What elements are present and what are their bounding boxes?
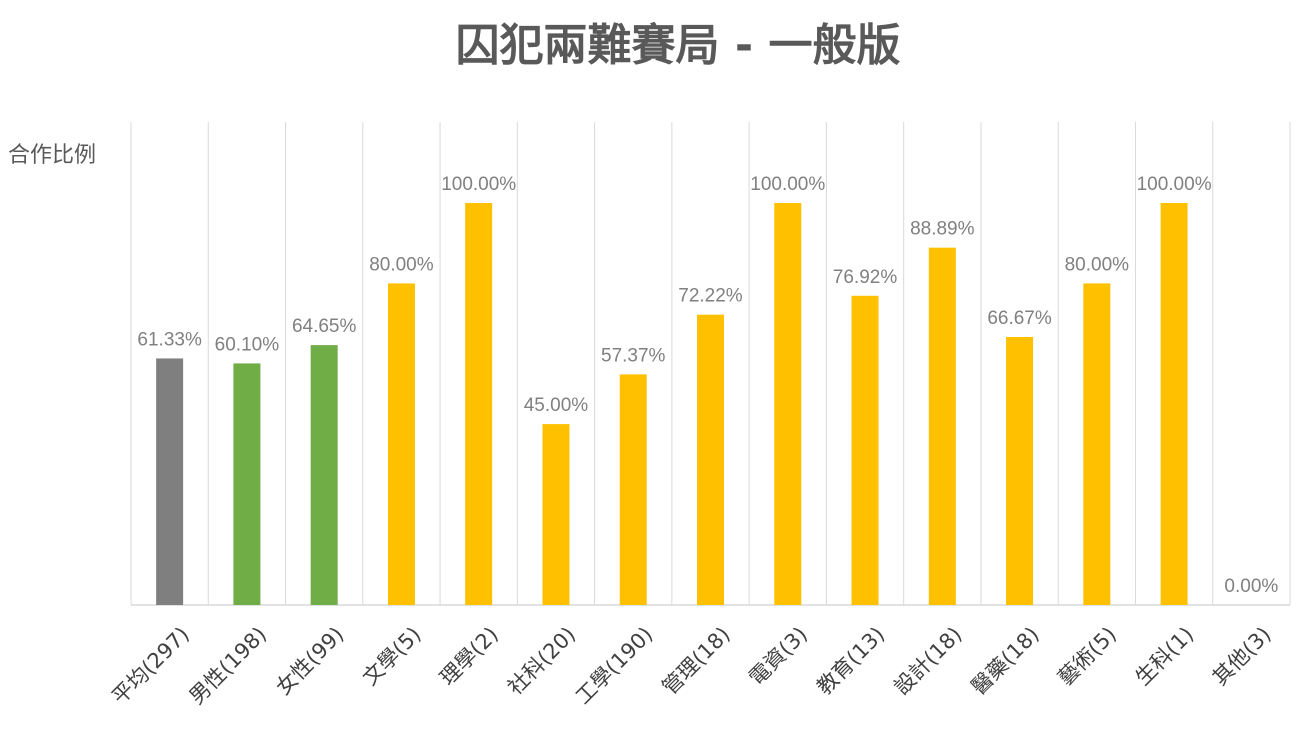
bar [697,314,724,605]
x-tick-label: 社科(20) [503,622,580,699]
data-label: 57.37% [601,345,666,366]
x-tick-label: 醫藥(18) [967,622,1044,699]
bar [542,424,570,605]
bar [465,203,493,605]
data-label: 80.00% [1065,254,1130,275]
x-tick-label: 女性(99) [271,622,348,699]
gridlines [130,122,1291,605]
x-tick-label: 藝術(5) [1053,622,1121,690]
y-axis-label: 合作比例 [8,143,96,168]
data-label: 66.67% [987,308,1052,329]
bar [387,283,415,605]
x-tick-label: 生科(1) [1131,622,1199,690]
x-tick-label: 理學(2) [435,622,503,690]
bar [851,295,879,605]
x-tick-label: 教育(13) [812,622,889,699]
chart-title: 囚犯兩難賽局 - 一般版 [456,20,901,71]
bar [1083,283,1111,605]
x-tick-label: 男性(198) [185,622,272,709]
data-label: 100.00% [441,174,516,195]
data-label: 0.00% [1224,576,1278,597]
bar [310,345,338,605]
x-tick-label: 文學(5) [358,622,426,690]
bar [1006,336,1034,605]
bar [156,358,184,605]
bar [619,374,647,605]
x-tick-label: 工學(190) [571,622,658,709]
data-label: 100.00% [750,174,825,195]
data-label: 100.00% [1137,174,1212,195]
bar [928,247,956,605]
data-label: 64.65% [292,316,357,337]
bars [156,203,1188,605]
x-tick-label: 設計(18) [889,622,966,699]
x-tick-labels: 平均(297)男性(198) 女性(99) 文學(5) 理學(2) 社科(20)工學(1… [107,622,1275,709]
data-label: 76.92% [833,267,898,288]
bar [774,203,802,605]
data-label: 88.89% [910,219,975,240]
data-label: 80.00% [369,254,434,275]
bar [1160,203,1188,605]
bar [233,363,261,605]
data-label: 45.00% [524,395,589,416]
x-tick-label: 其他(3) [1208,622,1276,690]
data-label: 72.22% [678,286,743,307]
data-label: 60.10% [215,334,280,355]
data-label: 61.33% [137,329,202,350]
x-tick-label: 平均(297) [107,622,194,709]
x-tick-label: 電資(3) [744,622,812,690]
data-labels: 61.33% 60.10% 64.65% 80.00% 100.00% 45.00% 57.… [137,174,1278,597]
x-tick-label: 管理(18) [658,622,735,699]
